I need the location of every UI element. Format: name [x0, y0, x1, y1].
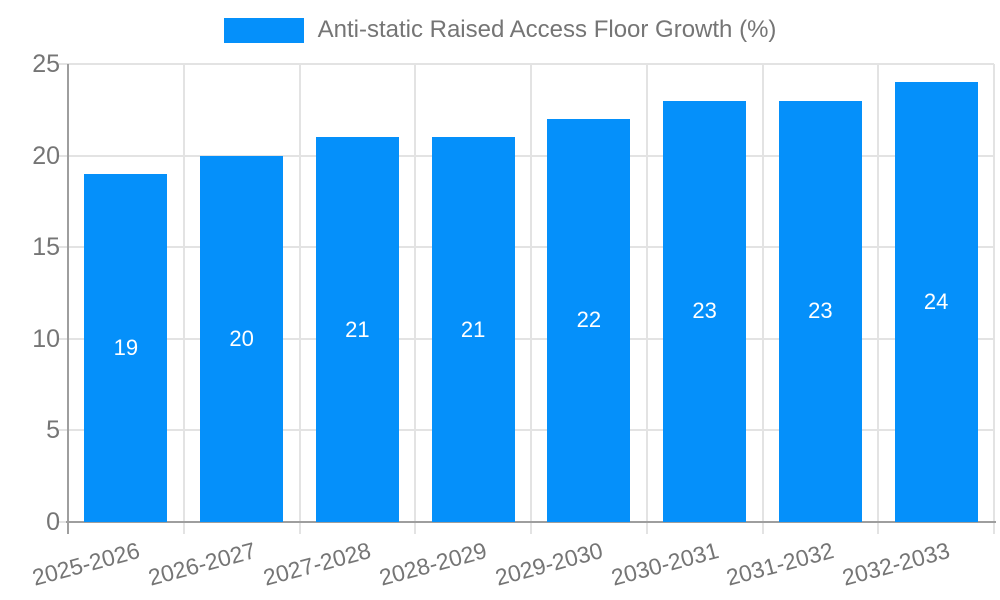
gridline-x [530, 64, 532, 534]
bar: 23 [663, 100, 747, 522]
y-tick-mark [59, 246, 68, 249]
y-tick-label: 15 [32, 233, 60, 262]
gridline-x [877, 64, 880, 534]
y-axis-line [67, 64, 69, 534]
bar-value-label: 24 [923, 289, 949, 315]
bar: 23 [778, 100, 862, 522]
y-tick-mark [59, 63, 68, 65]
legend-swatch [223, 17, 304, 43]
bar-value-label: 21 [345, 316, 370, 342]
bar-value-label: 22 [576, 307, 602, 333]
gridline-x [761, 64, 764, 534]
plot-area: 0 5 10 15 20 25 19 2025-2026 20 2026-2027 21 2027-2… [29, 52, 996, 591]
x-axis-line [66, 521, 996, 523]
bar: 19 [84, 173, 168, 522]
bar: 22 [547, 118, 631, 522]
x-tick-label: 2029-2030 [492, 537, 606, 591]
bar: 20 [200, 155, 284, 522]
gridline-x [414, 64, 417, 534]
bar: 24 [894, 82, 978, 522]
x-tick-label: 2025-2026 [29, 537, 143, 591]
x-tick-label: 2026-2027 [145, 537, 259, 591]
bar-value-label: 20 [229, 325, 254, 351]
legend-label: Anti-static Raised Access Floor Growth (… [317, 16, 777, 43]
chart-legend: Anti-static Raised Access Floor Growth (… [0, 16, 1000, 44]
y-tick-label: 0 [46, 508, 60, 536]
bar: 21 [431, 137, 515, 522]
y-tick-label: 10 [32, 324, 60, 353]
y-tick-mark [59, 154, 68, 157]
bar-value-label: 23 [692, 298, 717, 324]
bar-value-label: 21 [460, 316, 486, 342]
gridline-x [298, 64, 301, 534]
x-tick-label: 2032-2033 [839, 537, 953, 591]
gridline-x [182, 64, 185, 534]
y-tick-label: 20 [32, 141, 60, 170]
bar: 21 [315, 137, 399, 522]
bar-value-label: 19 [113, 334, 139, 360]
y-tick-mark [59, 429, 68, 432]
bar-value-label: 23 [808, 298, 833, 324]
x-tick-label: 2030-2031 [608, 537, 722, 591]
gridline-x [645, 64, 648, 534]
y-tick-mark [59, 521, 68, 523]
x-tick-label: 2031-2032 [723, 537, 837, 591]
gridline-x [993, 64, 995, 534]
y-tick-mark [59, 337, 68, 340]
x-tick-label: 2027-2028 [260, 537, 374, 591]
y-tick-label: 25 [32, 50, 60, 78]
x-tick-label: 2028-2029 [376, 537, 490, 591]
y-tick-label: 5 [46, 416, 60, 445]
